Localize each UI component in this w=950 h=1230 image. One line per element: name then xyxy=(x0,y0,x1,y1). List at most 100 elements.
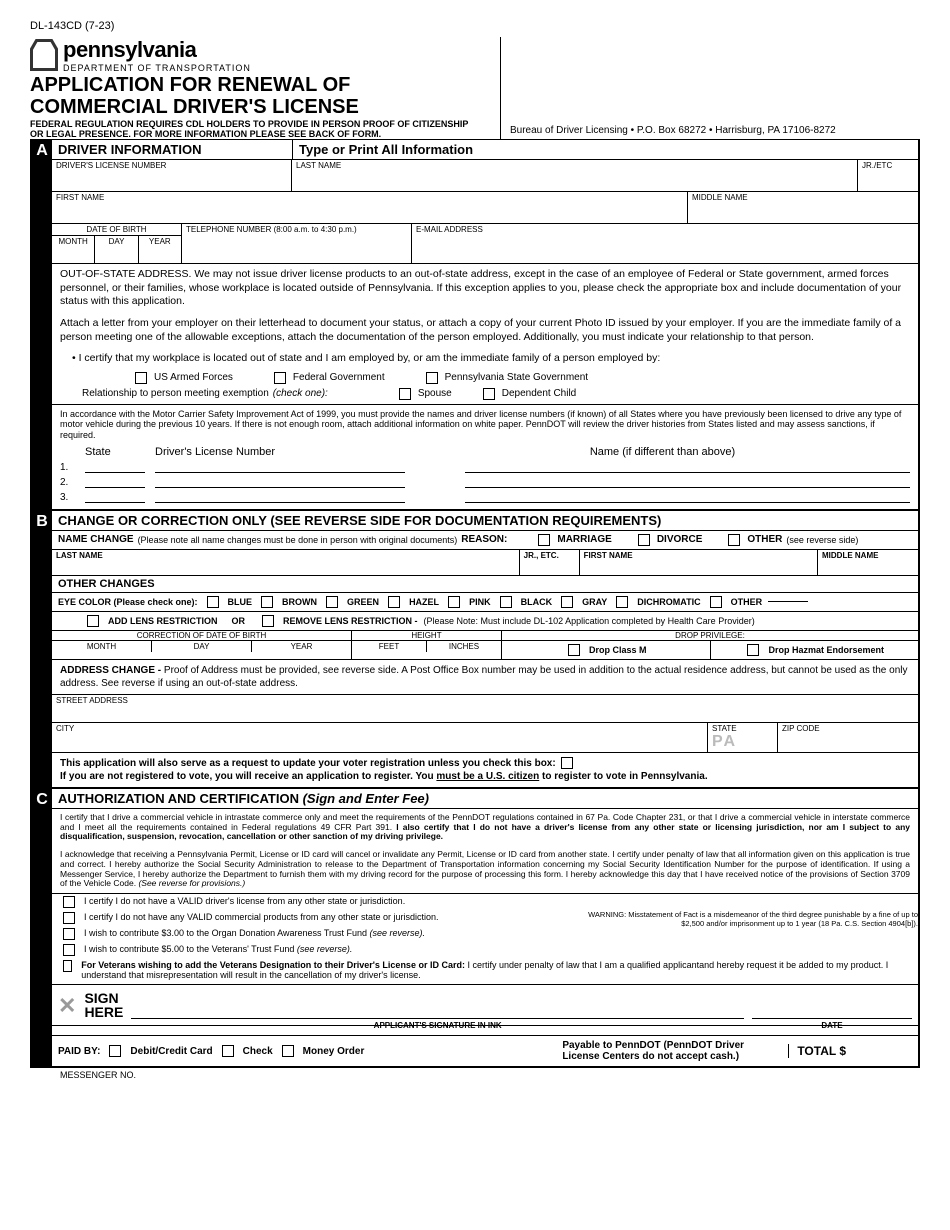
money-order-checkbox[interactable] xyxy=(282,1045,294,1057)
eye-other-input[interactable] xyxy=(768,601,808,602)
hist2-state[interactable] xyxy=(85,487,145,488)
eye-color-label: EYE COLOR (Please check one): xyxy=(58,597,198,607)
pa-gov-checkbox[interactable] xyxy=(426,372,438,384)
cert2-text: I certify I do not have any VALID commer… xyxy=(84,912,439,922)
hist1-dln[interactable] xyxy=(155,472,405,473)
section-c: C AUTHORIZATION AND CERTIFICATION (Sign … xyxy=(30,789,920,1068)
eye-other-checkbox[interactable] xyxy=(710,596,722,608)
eye-other: OTHER xyxy=(731,597,763,607)
workplace-cert-text: I certify that my workplace is located o… xyxy=(79,352,661,364)
hist3-state[interactable] xyxy=(85,502,145,503)
eye-blue: BLUE xyxy=(228,597,253,607)
b-first-label: FIRST NAME xyxy=(584,551,813,560)
cert3-checkbox[interactable] xyxy=(63,928,75,940)
cert4-checkbox[interactable] xyxy=(63,944,75,956)
drop-hazmat-checkbox[interactable] xyxy=(747,644,759,656)
b-last-input[interactable] xyxy=(56,560,515,574)
dob-month-label: MONTH xyxy=(52,236,95,247)
hist2-dln[interactable] xyxy=(155,487,405,488)
eye-gray-checkbox[interactable] xyxy=(561,596,573,608)
armed-forces-checkbox[interactable] xyxy=(135,372,147,384)
other-reason-label: OTHER xyxy=(747,534,782,545)
eye-blue-checkbox[interactable] xyxy=(207,596,219,608)
section-b: B CHANGE OR CORRECTION ONLY (SEE REVERSE… xyxy=(30,511,920,789)
jr-input[interactable] xyxy=(862,170,914,190)
check-checkbox[interactable] xyxy=(222,1045,234,1057)
dob-year-input[interactable] xyxy=(139,247,181,263)
corr-dob-label: CORRECTION OF DATE OF BIRTH xyxy=(52,631,351,641)
section-a-title: DRIVER INFORMATION xyxy=(52,140,292,159)
street-input[interactable] xyxy=(56,705,914,721)
section-c-title-italic: (Sign and Enter Fee) xyxy=(303,791,429,806)
hist1-name[interactable] xyxy=(465,472,910,473)
voter-optout-checkbox[interactable] xyxy=(561,757,573,769)
jr-label: JR./ETC xyxy=(862,161,914,170)
marriage-checkbox[interactable] xyxy=(538,534,550,546)
eye-hazel-checkbox[interactable] xyxy=(388,596,400,608)
cert1-checkbox[interactable] xyxy=(63,896,75,908)
dob-day-input[interactable] xyxy=(95,247,138,263)
sign-x-icon: ✕ xyxy=(58,993,76,1019)
eye-black-checkbox[interactable] xyxy=(500,596,512,608)
eye-brown: BROWN xyxy=(282,597,317,607)
add-lens-label: ADD LENS RESTRICTION xyxy=(108,616,218,626)
other-reason-checkbox[interactable] xyxy=(728,534,740,546)
eye-dichromatic: DICHROMATIC xyxy=(637,597,700,607)
remove-lens-checkbox[interactable] xyxy=(262,615,274,627)
eye-pink-checkbox[interactable] xyxy=(448,596,460,608)
paid-by-label: PAID BY: xyxy=(58,1046,100,1057)
dependent-child-label: Dependent Child xyxy=(502,388,577,399)
hist-dln-header: Driver's License Number xyxy=(155,446,405,458)
state-name: pennsylvania xyxy=(63,37,251,63)
dl-number-input[interactable] xyxy=(56,170,287,190)
email-label: E-MAIL ADDRESS xyxy=(416,225,914,234)
eye-dichromatic-checkbox[interactable] xyxy=(616,596,628,608)
name-change-note: (Please note all name changes must be do… xyxy=(138,535,458,545)
eye-gray: GRAY xyxy=(582,597,607,607)
dob-month-input[interactable] xyxy=(52,247,95,263)
dependent-child-checkbox[interactable] xyxy=(483,388,495,400)
hist-name-header: Name (if different than above) xyxy=(415,446,910,458)
department: DEPARTMENT OF TRANSPORTATION xyxy=(63,63,251,73)
middle-name-input[interactable] xyxy=(692,202,914,222)
address-change-label: ADDRESS CHANGE - xyxy=(60,665,164,676)
height-feet: FEET xyxy=(352,641,427,652)
city-input[interactable] xyxy=(56,733,703,749)
add-lens-checkbox[interactable] xyxy=(87,615,99,627)
eye-brown-checkbox[interactable] xyxy=(261,596,273,608)
date-line[interactable]: DATE xyxy=(752,991,912,1019)
name-change-label: NAME CHANGE xyxy=(58,534,134,545)
hist3-dln[interactable] xyxy=(155,502,405,503)
drop-class-m-label: Drop Class M xyxy=(589,645,647,655)
eye-green-checkbox[interactable] xyxy=(326,596,338,608)
hist3-name[interactable] xyxy=(465,502,910,503)
here-label: HERE xyxy=(84,1005,123,1019)
dob-label: DATE OF BIRTH xyxy=(52,224,181,236)
last-name-input[interactable] xyxy=(296,170,853,190)
eye-black: BLACK xyxy=(521,597,553,607)
dob-year-label: YEAR xyxy=(139,236,181,247)
email-input[interactable] xyxy=(416,234,914,254)
divorce-label: DIVORCE xyxy=(657,534,703,545)
address-change-note: Proof of Address must be provided, see r… xyxy=(60,665,908,689)
section-b-title: CHANGE OR CORRECTION ONLY (SEE REVERSE S… xyxy=(52,511,918,530)
cert2-checkbox[interactable] xyxy=(63,912,75,924)
remove-lens-label: REMOVE LENS RESTRICTION - xyxy=(283,616,418,626)
debit-checkbox[interactable] xyxy=(109,1045,121,1057)
hist1-state[interactable] xyxy=(85,472,145,473)
spouse-checkbox[interactable] xyxy=(399,388,411,400)
phone-input[interactable] xyxy=(186,234,407,254)
cert5-checkbox[interactable] xyxy=(63,960,72,972)
divorce-checkbox[interactable] xyxy=(638,534,650,546)
drop-class-m-checkbox[interactable] xyxy=(568,644,580,656)
keystone-icon xyxy=(30,39,58,71)
section-a-letter: A xyxy=(32,140,52,509)
first-name-input[interactable] xyxy=(56,202,683,222)
fed-gov-label: Federal Government xyxy=(293,372,385,383)
signature-caption: APPLICANT'S SIGNATURE IN INK xyxy=(131,1021,744,1030)
hist2-name[interactable] xyxy=(465,487,910,488)
federal-note: FEDERAL REGULATION REQUIRES CDL HOLDERS … xyxy=(30,119,470,139)
fed-gov-checkbox[interactable] xyxy=(274,372,286,384)
signature-line[interactable]: APPLICANT'S SIGNATURE IN INK xyxy=(131,991,744,1019)
other-reverse: (see reverse side) xyxy=(786,535,858,545)
